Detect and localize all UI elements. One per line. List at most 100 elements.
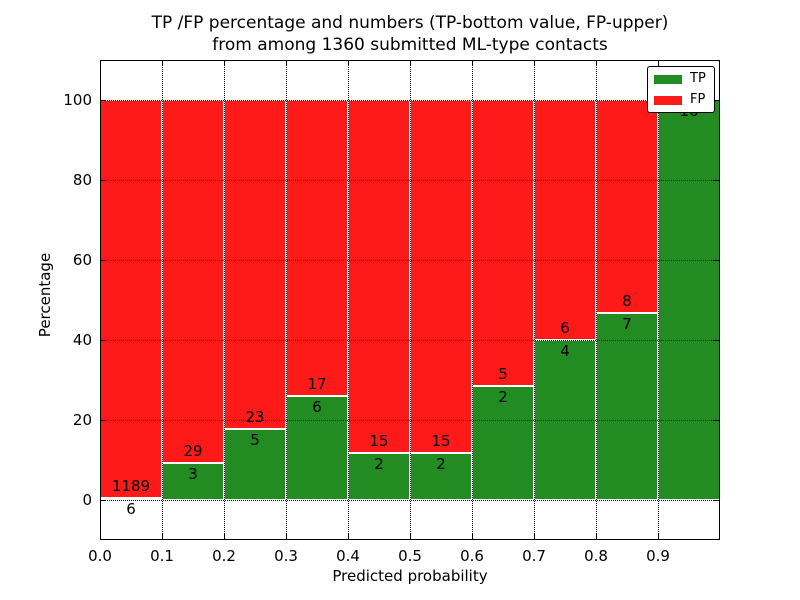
x-tick-label: 0.5 [398, 547, 422, 565]
fp-bar-segment [534, 100, 596, 340]
fp-count-label: 8 [622, 292, 632, 311]
chart-title-line-1: TP /FP percentage and numbers (TP-bottom… [151, 13, 669, 33]
x-tick-mark [719, 534, 720, 540]
vertical-gridline [472, 60, 473, 540]
y-tick-mark [714, 260, 720, 261]
x-tick-label: 0.6 [460, 547, 484, 565]
y-tick-mark [100, 260, 106, 261]
y-tick-mark [714, 100, 720, 101]
x-tick-label: 0.8 [584, 547, 608, 565]
y-tick-label: 0 [82, 491, 92, 509]
fp-count-label: 15 [431, 431, 451, 450]
tp-bar-segment [596, 313, 658, 500]
tp-count-label: 2 [436, 454, 446, 473]
fp-count-label: 17 [307, 374, 327, 393]
y-tick-mark [714, 180, 720, 181]
x-tick-label: 0.3 [274, 547, 298, 565]
vertical-gridline [410, 60, 411, 540]
x-axis-label: Predicted probability [332, 567, 488, 585]
vertical-gridline [286, 60, 287, 540]
x-tick-mark [286, 534, 287, 540]
x-tick-mark [719, 60, 720, 66]
tp-count-label: 4 [560, 342, 570, 360]
x-tick-mark [410, 60, 411, 66]
x-tick-mark [100, 60, 101, 66]
fp-bar-segment [472, 100, 534, 386]
x-tick-mark [534, 534, 535, 540]
tp-count-label: 3 [188, 464, 198, 483]
x-tick-mark [348, 60, 349, 66]
vertical-gridline [658, 60, 659, 540]
fp-bar-segment [224, 100, 286, 429]
fp-bar-segment [596, 100, 658, 314]
tp-count-label: 5 [250, 430, 260, 449]
tp-bar-segment [286, 395, 348, 500]
x-tick-mark [534, 60, 535, 66]
fp-bar-segment [162, 100, 224, 463]
y-tick-mark [100, 180, 106, 181]
y-tick-label: 60 [72, 251, 92, 269]
y-tick-mark [714, 500, 720, 501]
y-tick-mark [100, 100, 106, 101]
x-tick-mark [472, 60, 473, 66]
x-tick-mark [596, 534, 597, 540]
legend-entry: TP [654, 72, 708, 86]
vertical-gridline [596, 60, 597, 540]
vertical-gridline [348, 60, 349, 540]
x-tick-mark [348, 534, 349, 540]
tp-count-label: 2 [374, 454, 384, 473]
x-tick-label: 0.4 [336, 547, 360, 565]
x-tick-mark [410, 534, 411, 540]
fp-bar-segment [348, 100, 410, 453]
x-tick-mark [286, 60, 287, 66]
vertical-gridline [224, 60, 225, 540]
tp-bar-segment [224, 428, 286, 500]
y-tick-mark [100, 420, 106, 421]
vertical-gridline [534, 60, 535, 540]
fp-count-label: 1189 [111, 476, 151, 495]
fp-bar-segment [100, 100, 162, 498]
legend-label: FP [690, 92, 706, 107]
x-tick-label: 0.1 [150, 547, 174, 565]
tp-count-label: 7 [622, 315, 632, 334]
fp-bar-segment [410, 100, 472, 453]
x-tick-mark [162, 534, 163, 540]
y-tick-mark [100, 500, 106, 501]
fp-count-label: 5 [498, 364, 508, 383]
legend-swatch-tp [654, 74, 682, 84]
y-tick-mark [100, 340, 106, 341]
legend: TP FP [647, 66, 715, 113]
x-tick-mark [224, 60, 225, 66]
tp-count-label: 6 [126, 499, 136, 518]
plot-area: 11896293235176152152526487160.00.10.20.3… [63, 60, 720, 565]
x-tick-mark [162, 60, 163, 66]
tp-count-label: 2 [498, 387, 508, 406]
x-tick-mark [472, 534, 473, 540]
tp-bar-segment [162, 462, 224, 500]
y-tick-label: 100 [63, 91, 92, 109]
tp-count-label: 6 [312, 397, 322, 416]
tp-bar-segment [658, 100, 720, 500]
y-tick-label: 40 [72, 331, 92, 349]
x-tick-mark [596, 60, 597, 66]
legend-swatch-fp [654, 95, 682, 105]
x-tick-mark [224, 534, 225, 540]
y-tick-mark [714, 420, 720, 421]
x-tick-mark [658, 60, 659, 66]
y-tick-mark [714, 340, 720, 341]
chart-title-line-2: from among 1360 submitted ML-type contac… [212, 35, 608, 55]
y-axis-label: Percentage [36, 252, 54, 338]
fp-count-label: 29 [183, 441, 203, 460]
legend-entry: FP [654, 93, 708, 107]
x-tick-mark [100, 534, 101, 540]
x-tick-mark [658, 534, 659, 540]
x-tick-label: 0.0 [88, 547, 112, 565]
fp-count-label: 23 [245, 407, 265, 426]
y-tick-label: 20 [72, 411, 92, 429]
x-tick-label: 0.2 [212, 547, 236, 565]
fp-bar-segment [286, 100, 348, 396]
x-tick-label: 0.9 [646, 547, 670, 565]
fp-count-label: 6 [560, 319, 570, 337]
fp-count-label: 15 [369, 431, 389, 450]
